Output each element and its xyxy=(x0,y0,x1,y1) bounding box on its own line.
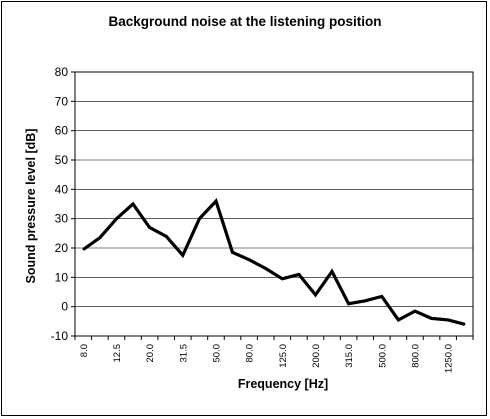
data-point xyxy=(231,251,234,254)
y-tick-label: 70 xyxy=(55,94,69,108)
data-point xyxy=(198,217,201,220)
y-tick-label: 30 xyxy=(55,212,69,226)
data-point xyxy=(181,254,184,257)
data-point xyxy=(99,236,101,239)
data-point xyxy=(380,295,383,298)
x-axis-label: Frequency [Hz] xyxy=(238,377,328,391)
y-axis-ticks: -10 0 10 20 30 40 50 60 70 80 xyxy=(51,65,75,343)
y-tick-label: 50 xyxy=(55,153,69,167)
data-point xyxy=(248,258,250,261)
x-tick-label: 200.0 xyxy=(311,344,322,368)
data-point xyxy=(298,273,300,276)
x-axis-ticks: 8.0 12.5 20.0 31.5 50.0 80.0 125.0 200.0 315.0 50… xyxy=(74,336,474,373)
x-tick-label: 80.0 xyxy=(245,344,256,363)
data-point xyxy=(82,248,85,251)
x-tick-label: 315.0 xyxy=(344,344,355,368)
data-point xyxy=(264,267,267,270)
data-point xyxy=(430,317,433,320)
x-tick-label: 8.0 xyxy=(79,344,90,357)
data-point xyxy=(463,323,466,326)
x-tick-label: 500.0 xyxy=(377,344,388,368)
x-tick-label: 1250.0 xyxy=(444,344,455,373)
y-tick-label: 10 xyxy=(55,270,69,284)
data-point xyxy=(447,319,449,321)
plot-area-border xyxy=(74,71,474,337)
x-tick-label: 12.5 xyxy=(112,344,123,363)
x-tick-label: 125.0 xyxy=(278,344,289,368)
series-group xyxy=(82,198,466,326)
data-point xyxy=(364,300,367,302)
data-point xyxy=(148,226,151,229)
data-point xyxy=(347,302,350,305)
data-point xyxy=(115,217,118,220)
y-tick-label: -10 xyxy=(51,329,69,343)
data-point xyxy=(414,310,416,312)
x-tick-label: 800.0 xyxy=(410,344,421,368)
y-tick-label: 80 xyxy=(55,65,69,79)
data-point xyxy=(397,319,400,321)
data-point xyxy=(281,278,284,280)
data-point xyxy=(215,200,217,202)
x-tick-label: 31.5 xyxy=(178,344,189,363)
chart-title: Background noise at the listening positi… xyxy=(108,14,381,29)
data-point xyxy=(132,203,134,205)
y-tick-label: 40 xyxy=(55,182,69,196)
y-axis-label: Sound pressure level [dB] xyxy=(24,129,38,284)
series-line xyxy=(82,198,466,326)
y-tick-label: 60 xyxy=(55,124,69,138)
x-tick-label: 20.0 xyxy=(145,344,156,363)
y-tick-label: 20 xyxy=(55,241,69,255)
data-point xyxy=(331,270,333,273)
data-point xyxy=(314,294,317,296)
y-tick-label: 0 xyxy=(61,300,68,314)
data-point xyxy=(165,235,168,238)
x-tick-label: 50.0 xyxy=(211,344,222,363)
